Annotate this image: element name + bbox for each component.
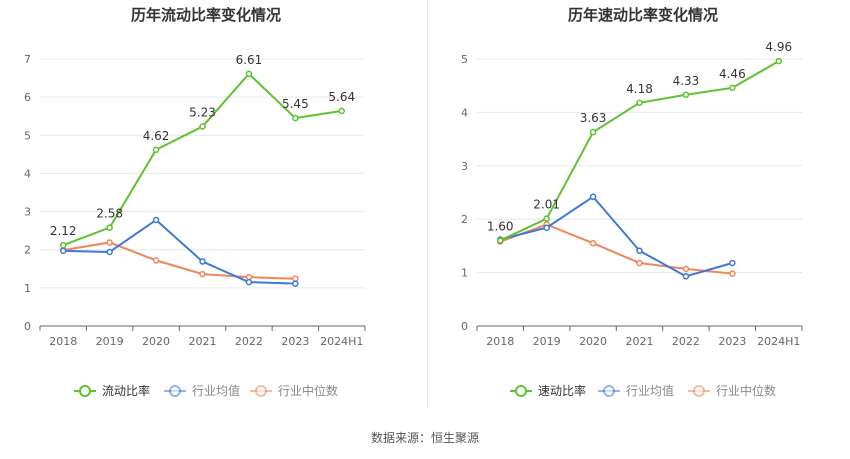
series-line [63, 218, 296, 285]
x-tick-label: 2020 [579, 335, 607, 348]
data-point [292, 280, 299, 287]
y-tick-label: 4 [461, 106, 468, 119]
legend-label: 行业中位数 [716, 383, 776, 398]
data-point [589, 193, 597, 201]
x-tick-label: 2021 [189, 335, 217, 348]
chart-title: 历年流动比率变化情况 [131, 6, 281, 24]
series-line [63, 241, 296, 280]
data-point [636, 259, 643, 267]
legend-label: 行业中位数 [278, 383, 338, 398]
data-point [292, 114, 299, 122]
series-line [499, 195, 733, 278]
legend-label: 速动比率 [538, 383, 586, 398]
x-tick-label: 2022 [672, 335, 700, 348]
y-tick-label: 6 [24, 91, 31, 104]
data-point [59, 247, 67, 255]
y-tick-label: 2 [461, 213, 468, 226]
y-tick-label: 2 [24, 244, 31, 257]
legend-marker [693, 385, 705, 397]
legend-marker [79, 385, 91, 397]
data-label: 1.60 [487, 220, 514, 234]
x-tick-label: 2023 [718, 335, 746, 348]
data-label: 2.58 [96, 207, 123, 221]
data-point [106, 248, 113, 256]
data-label: 3.63 [580, 111, 607, 125]
data-label: 2.12 [50, 224, 77, 238]
chart-divider [427, 0, 428, 408]
data-label: 2.01 [533, 198, 560, 212]
legend-label: 流动比率 [102, 383, 150, 398]
data-point [338, 107, 346, 115]
quick-ratio-chart: 历年速动比率变化情况 0 1 2 3 4 5 2018 2019 2020 2021 2022 2023… [461, 6, 803, 398]
x-tick-label: 2024H1 [320, 335, 363, 348]
y-tick-label: 7 [24, 53, 31, 66]
data-point [682, 91, 690, 99]
x-tick-label: 2023 [281, 335, 309, 348]
legend-label: 行业均值 [626, 383, 674, 398]
data-point [245, 70, 253, 78]
data-point [199, 123, 206, 130]
chart-title: 历年速动比率变化情况 [568, 6, 718, 24]
x-tick-label: 2019 [96, 335, 124, 348]
data-point [636, 99, 643, 107]
y-tick-label: 3 [461, 160, 468, 173]
y-tick-label: 5 [24, 129, 31, 142]
legend-label: 行业均值 [192, 383, 240, 398]
legend-marker [255, 385, 267, 397]
series-line [499, 223, 733, 275]
data-point [199, 258, 206, 265]
data-point [589, 128, 597, 136]
data-point [543, 215, 550, 222]
legend-marker [603, 385, 615, 397]
data-label: 4.46 [719, 67, 746, 81]
data-point [543, 224, 550, 231]
data-label: 5.23 [189, 106, 216, 120]
y-tick-label: 0 [24, 320, 31, 333]
data-point [775, 57, 783, 65]
data-label: 5.45 [282, 97, 309, 111]
x-tick-label: 2019 [533, 335, 561, 348]
data-point [152, 146, 160, 154]
data-source-label: 数据来源：恒生聚源 [370, 431, 479, 445]
x-tick-label: 2024H1 [757, 335, 800, 348]
x-tick-label: 2021 [626, 335, 654, 348]
x-tick-label: 2020 [142, 335, 170, 348]
data-point [729, 259, 736, 267]
data-label: 4.62 [143, 129, 170, 143]
y-tick-label: 0 [461, 320, 468, 333]
data-point [682, 265, 690, 273]
data-point [589, 239, 597, 247]
data-point [106, 224, 113, 231]
legend-marker [515, 385, 527, 397]
data-point [152, 257, 160, 264]
data-point [682, 273, 690, 280]
y-tick-label: 1 [461, 267, 468, 280]
data-point [245, 278, 253, 286]
data-point [152, 216, 160, 224]
y-tick-label: 4 [24, 167, 31, 180]
data-label: 4.33 [673, 74, 700, 88]
x-tick-label: 2018 [49, 335, 77, 348]
legend-marker [169, 385, 181, 397]
data-label: 4.96 [765, 40, 792, 54]
data-label: 5.64 [328, 90, 355, 104]
data-point [59, 241, 67, 249]
data-point [106, 239, 113, 246]
data-point [729, 84, 736, 92]
data-label: 4.18 [626, 82, 653, 96]
data-point [496, 237, 504, 244]
y-tick-label: 1 [24, 282, 31, 295]
data-point [636, 247, 643, 254]
y-tick-label: 5 [461, 53, 468, 66]
x-tick-label: 2018 [486, 335, 514, 348]
data-point [199, 270, 206, 278]
y-tick-label: 3 [24, 206, 31, 219]
data-label: 6.61 [236, 53, 263, 67]
data-point [729, 270, 736, 277]
current-ratio-chart: 历年流动比率变化情况 0 1 2 3 4 5 6 7 2018 2019 2020 2021 2022 20… [24, 6, 366, 398]
x-tick-label: 2022 [235, 335, 263, 348]
